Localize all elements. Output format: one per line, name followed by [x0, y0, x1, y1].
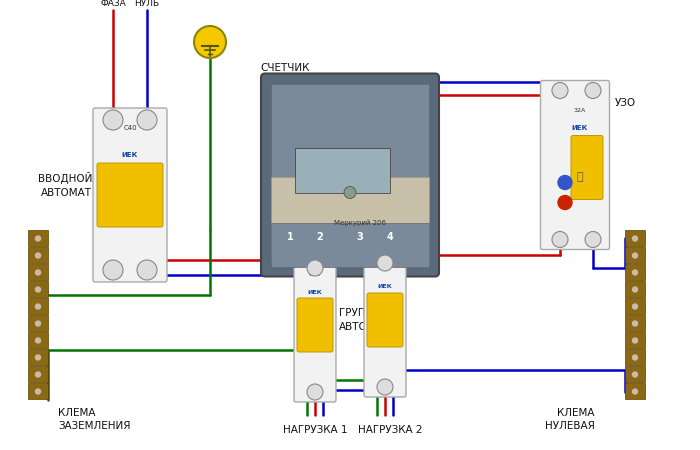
FancyBboxPatch shape — [294, 258, 336, 402]
Circle shape — [36, 304, 41, 309]
FancyBboxPatch shape — [364, 253, 406, 397]
Circle shape — [377, 255, 393, 271]
Text: КЛЕМА
ЗАЗЕМЛЕНИЯ: КЛЕМА ЗАЗЕМЛЕНИЯ — [58, 408, 130, 431]
Circle shape — [558, 195, 572, 210]
Circle shape — [633, 304, 638, 309]
Text: Меркурий 206: Меркурий 206 — [334, 220, 386, 226]
Circle shape — [307, 260, 323, 276]
Circle shape — [552, 82, 568, 99]
Text: НАГРУЗКА 1: НАГРУЗКА 1 — [283, 425, 347, 435]
Text: 4: 4 — [386, 233, 393, 243]
FancyBboxPatch shape — [97, 163, 163, 227]
Bar — [625, 264, 645, 279]
Bar — [295, 148, 390, 193]
Bar — [28, 383, 48, 399]
Text: C40: C40 — [123, 125, 136, 131]
Bar — [625, 247, 645, 262]
Circle shape — [558, 176, 572, 189]
Circle shape — [585, 82, 601, 99]
Circle shape — [633, 287, 638, 292]
Bar — [625, 383, 645, 399]
Circle shape — [633, 389, 638, 394]
Circle shape — [36, 287, 41, 292]
Circle shape — [633, 253, 638, 258]
Bar — [625, 281, 645, 297]
Circle shape — [344, 186, 356, 198]
Text: СЧЕТЧИК: СЧЕТЧИК — [260, 63, 309, 73]
Text: ИЕК: ИЕК — [307, 289, 323, 294]
Bar — [28, 349, 48, 364]
Circle shape — [633, 338, 638, 343]
Text: C10: C10 — [379, 266, 391, 271]
Circle shape — [633, 270, 638, 275]
Bar — [28, 264, 48, 279]
Bar — [625, 298, 645, 314]
Bar — [28, 247, 48, 262]
Circle shape — [552, 231, 568, 248]
Text: C16: C16 — [309, 271, 321, 276]
Circle shape — [36, 321, 41, 326]
Circle shape — [585, 231, 601, 248]
Text: КЛЕМА
НУЛЕВАЯ: КЛЕМА НУЛЕВАЯ — [545, 408, 595, 431]
Text: ИЕК: ИЕК — [377, 284, 393, 289]
Circle shape — [103, 110, 123, 130]
Circle shape — [36, 389, 41, 394]
Bar — [28, 332, 48, 347]
Circle shape — [633, 321, 638, 326]
Circle shape — [377, 379, 393, 395]
Circle shape — [36, 270, 41, 275]
Bar — [625, 332, 645, 347]
Text: 3: 3 — [356, 233, 363, 243]
Bar — [625, 230, 645, 246]
Bar — [625, 315, 645, 330]
Text: НАГРУЗКА 2: НАГРУЗКА 2 — [358, 425, 422, 435]
Text: ГРУППОВЫЕ
АВТОМАТЫ: ГРУППОВЫЕ АВТОМАТЫ — [339, 308, 405, 332]
Text: НУЛЬ: НУЛЬ — [134, 0, 160, 8]
Text: ИЕК: ИЕК — [572, 125, 588, 130]
FancyBboxPatch shape — [540, 81, 610, 249]
Bar — [271, 222, 429, 266]
Circle shape — [194, 26, 226, 58]
Bar — [28, 230, 48, 246]
FancyBboxPatch shape — [571, 135, 603, 199]
Bar — [28, 281, 48, 297]
Circle shape — [36, 253, 41, 258]
Bar — [271, 177, 429, 261]
Circle shape — [36, 372, 41, 377]
FancyBboxPatch shape — [93, 108, 167, 282]
FancyBboxPatch shape — [297, 298, 333, 352]
Bar — [28, 366, 48, 382]
Circle shape — [36, 355, 41, 360]
Text: ФАЗА: ФАЗА — [100, 0, 126, 8]
Text: 32А: 32А — [574, 108, 586, 113]
Bar — [625, 349, 645, 364]
Circle shape — [633, 372, 638, 377]
Bar — [271, 84, 429, 181]
Text: ВВОДНОЙ
АВТОМАТ: ВВОДНОЙ АВТОМАТ — [38, 172, 92, 198]
Bar — [28, 315, 48, 330]
Bar — [28, 298, 48, 314]
Text: ИЕК: ИЕК — [122, 152, 138, 158]
Circle shape — [633, 236, 638, 241]
Circle shape — [36, 338, 41, 343]
Circle shape — [137, 260, 157, 280]
Circle shape — [307, 384, 323, 400]
FancyBboxPatch shape — [261, 73, 439, 276]
Text: УЗО: УЗО — [615, 98, 636, 108]
Circle shape — [633, 355, 638, 360]
Circle shape — [103, 260, 123, 280]
Circle shape — [137, 110, 157, 130]
Text: 2: 2 — [316, 233, 323, 243]
Bar — [625, 366, 645, 382]
Text: 1: 1 — [286, 233, 293, 243]
FancyBboxPatch shape — [367, 293, 403, 347]
Text: ⌒: ⌒ — [577, 172, 583, 183]
Circle shape — [36, 236, 41, 241]
